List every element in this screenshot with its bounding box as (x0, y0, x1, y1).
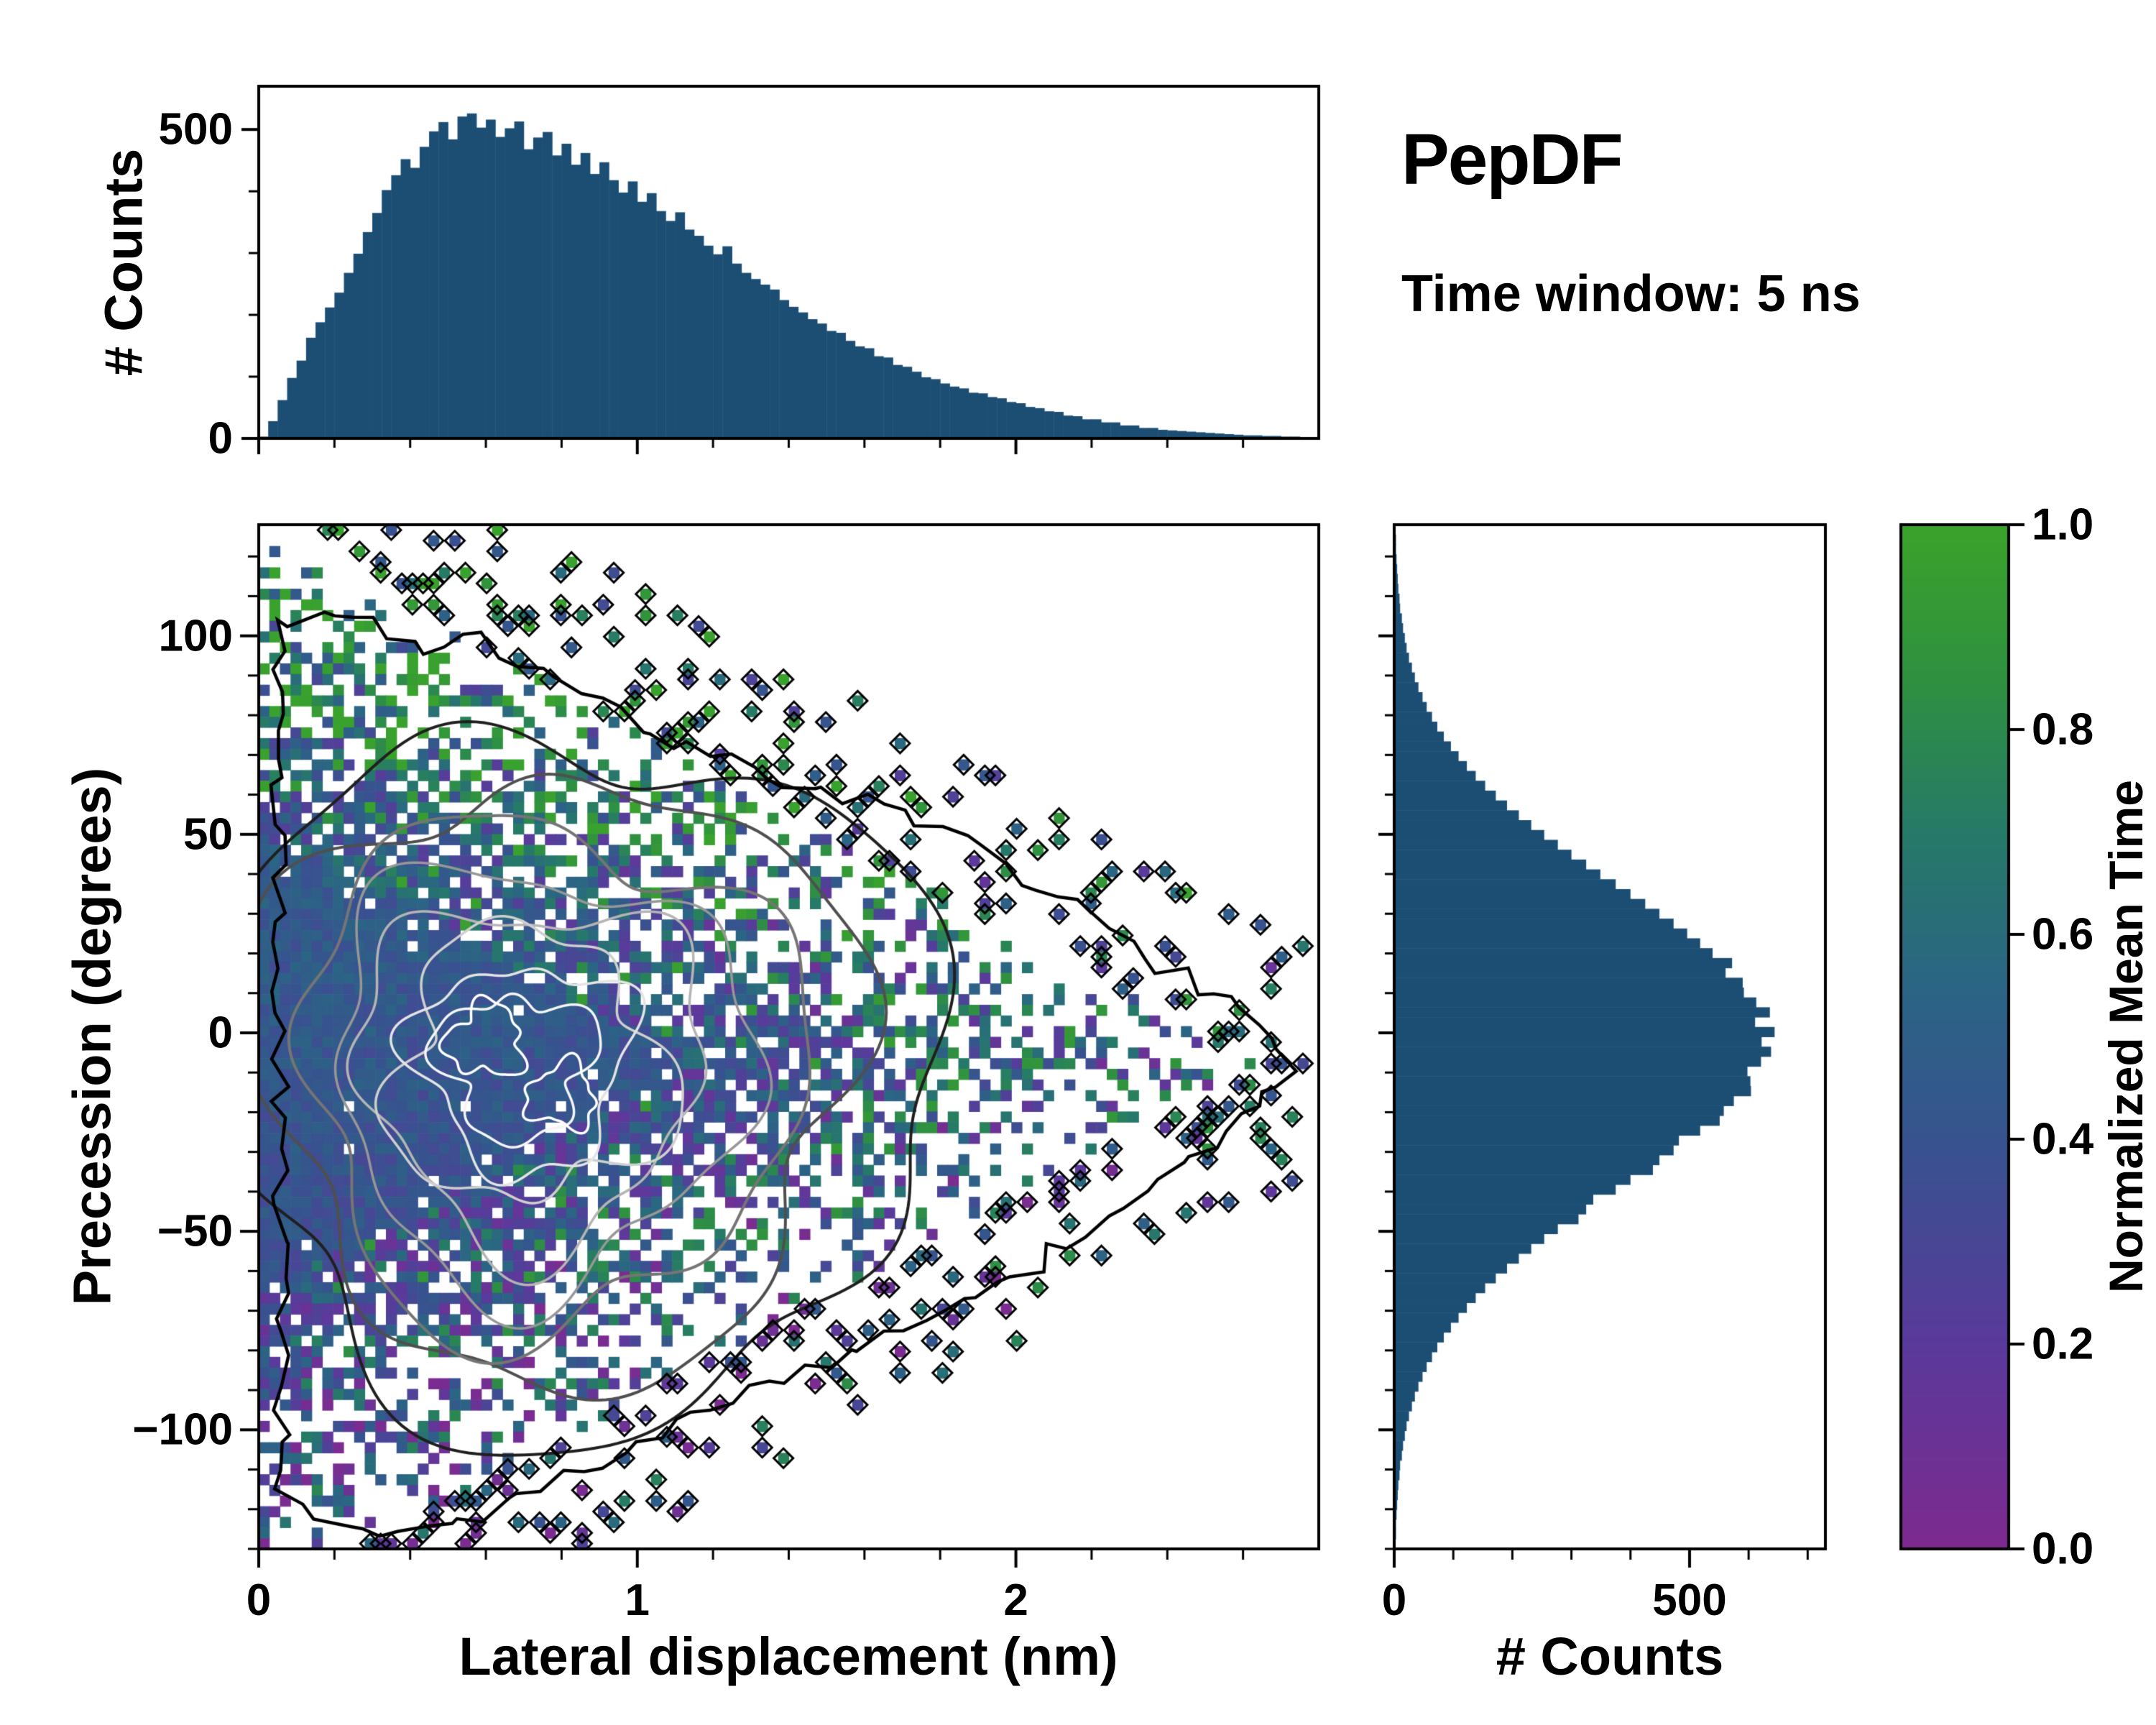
tick-label: 0.6 (2032, 909, 2094, 960)
tick-label: 0.2 (2032, 1319, 2094, 1369)
tick-label: 0 (208, 413, 233, 464)
tick-label: 2 (1003, 1576, 1028, 1625)
plot-subtitle: Time window: 5 ns (1401, 265, 1861, 323)
right-hist-xlabel: # Counts (1496, 1627, 1724, 1686)
tick-label: 0.8 (2032, 704, 2094, 755)
right-histogram-panel (1394, 525, 1825, 1549)
tick-label: 500 (158, 104, 233, 155)
tick-label: −50 (157, 1206, 233, 1256)
top-hist-ylabel: # Counts (93, 148, 154, 377)
tick-label: 50 (183, 809, 233, 860)
tick-label: 0 (208, 1008, 233, 1058)
tick-label: 1.0 (2032, 500, 2094, 550)
tick-label: 1 (625, 1576, 650, 1625)
main-xlabel: Lateral displacement (nm) (459, 1627, 1118, 1686)
tick-label: −100 (132, 1404, 233, 1455)
colorbar-label: Normalized Mean Time (2099, 780, 2152, 1293)
tick-label: 100 (158, 611, 233, 661)
colorbar (1901, 525, 2009, 1549)
tick-label: 0 (1381, 1576, 1407, 1625)
tick-label: 0.4 (2032, 1114, 2094, 1164)
tick-label: 500 (1652, 1576, 1727, 1625)
main-heatmap-panel (259, 525, 1319, 1549)
plot-title: PepDF (1401, 119, 1623, 200)
top-histogram-panel (259, 86, 1319, 438)
tick-label: 0 (246, 1576, 272, 1625)
main-ylabel: Precession (degrees) (62, 767, 122, 1306)
tick-label: 0.0 (2032, 1524, 2094, 1574)
